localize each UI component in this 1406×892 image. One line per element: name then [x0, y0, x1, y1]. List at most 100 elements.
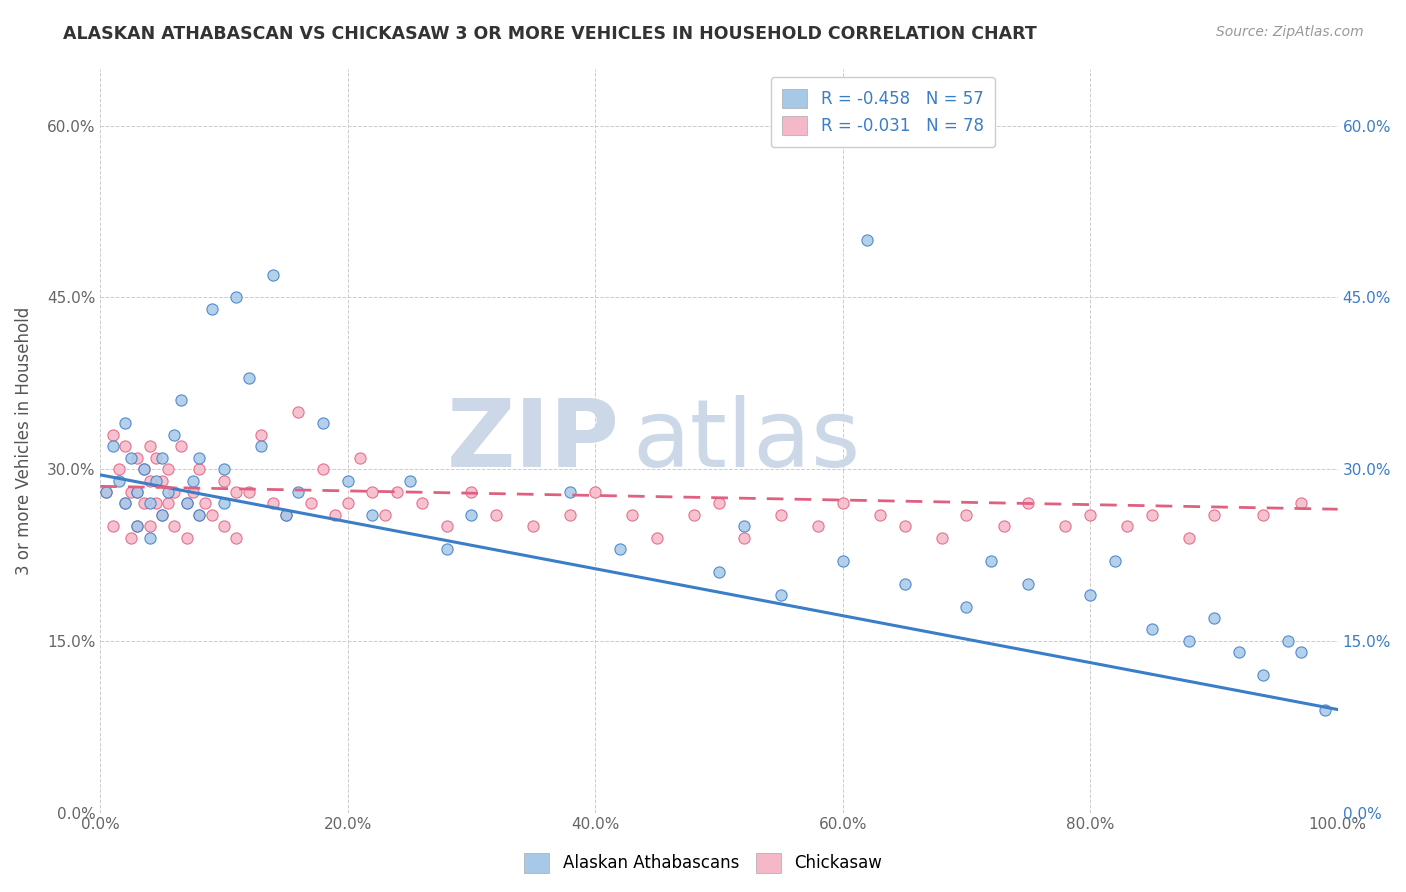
- Point: [1277, 633, 1299, 648]
- Point: [188, 508, 211, 522]
- Point: [127, 485, 149, 500]
- Legend: Alaskan Athabascans, Chickasaw: Alaskan Athabascans, Chickasaw: [517, 847, 889, 880]
- Point: [893, 576, 915, 591]
- Point: [132, 496, 155, 510]
- Point: [150, 450, 173, 465]
- Point: [869, 508, 891, 522]
- Point: [287, 405, 309, 419]
- Point: [139, 496, 162, 510]
- Point: [139, 531, 162, 545]
- Point: [163, 427, 186, 442]
- Point: [188, 462, 211, 476]
- Point: [683, 508, 706, 522]
- Point: [238, 370, 260, 384]
- Point: [336, 474, 359, 488]
- Point: [1289, 496, 1312, 510]
- Point: [127, 450, 149, 465]
- Point: [1140, 623, 1163, 637]
- Point: [263, 496, 285, 510]
- Point: [163, 519, 186, 533]
- Point: [108, 462, 131, 476]
- Point: [1054, 519, 1077, 533]
- Point: [132, 462, 155, 476]
- Point: [127, 485, 149, 500]
- Point: [1178, 633, 1201, 648]
- Point: [194, 496, 217, 510]
- Point: [145, 450, 167, 465]
- Point: [188, 450, 211, 465]
- Point: [312, 462, 335, 476]
- Point: [114, 496, 136, 510]
- Point: [145, 496, 167, 510]
- Point: [212, 474, 235, 488]
- Point: [349, 450, 371, 465]
- Point: [1017, 576, 1039, 591]
- Point: [993, 519, 1015, 533]
- Point: [176, 531, 198, 545]
- Text: atlas: atlas: [633, 394, 860, 486]
- Point: [120, 485, 142, 500]
- Point: [225, 531, 247, 545]
- Point: [485, 508, 508, 522]
- Point: [387, 485, 409, 500]
- Point: [225, 485, 247, 500]
- Point: [931, 531, 953, 545]
- Point: [1253, 508, 1275, 522]
- Point: [1289, 645, 1312, 659]
- Point: [893, 519, 915, 533]
- Point: [980, 554, 1002, 568]
- Point: [145, 474, 167, 488]
- Point: [212, 496, 235, 510]
- Point: [238, 485, 260, 500]
- Point: [831, 496, 853, 510]
- Point: [522, 519, 544, 533]
- Point: [1116, 519, 1139, 533]
- Point: [120, 531, 142, 545]
- Point: [361, 485, 384, 500]
- Point: [263, 268, 285, 282]
- Point: [707, 565, 730, 579]
- Point: [132, 462, 155, 476]
- Point: [114, 417, 136, 431]
- Point: [769, 588, 792, 602]
- Y-axis label: 3 or more Vehicles in Household: 3 or more Vehicles in Household: [15, 307, 32, 574]
- Point: [225, 290, 247, 304]
- Text: ALASKAN ATHABASCAN VS CHICKASAW 3 OR MORE VEHICLES IN HOUSEHOLD CORRELATION CHAR: ALASKAN ATHABASCAN VS CHICKASAW 3 OR MOR…: [63, 25, 1038, 43]
- Point: [460, 508, 482, 522]
- Point: [157, 485, 180, 500]
- Point: [212, 519, 235, 533]
- Point: [336, 496, 359, 510]
- Point: [325, 508, 347, 522]
- Point: [621, 508, 644, 522]
- Point: [101, 439, 124, 453]
- Point: [299, 496, 322, 510]
- Point: [1104, 554, 1126, 568]
- Point: [1017, 496, 1039, 510]
- Point: [96, 485, 118, 500]
- Point: [250, 439, 273, 453]
- Point: [157, 496, 180, 510]
- Point: [101, 519, 124, 533]
- Point: [181, 474, 204, 488]
- Point: [374, 508, 396, 522]
- Point: [139, 439, 162, 453]
- Point: [645, 531, 668, 545]
- Point: [101, 427, 124, 442]
- Point: [127, 519, 149, 533]
- Point: [150, 508, 173, 522]
- Point: [583, 485, 606, 500]
- Point: [436, 542, 458, 557]
- Point: [436, 519, 458, 533]
- Point: [114, 439, 136, 453]
- Point: [181, 485, 204, 500]
- Point: [955, 508, 977, 522]
- Point: [274, 508, 297, 522]
- Point: [1078, 588, 1101, 602]
- Point: [96, 485, 118, 500]
- Point: [212, 462, 235, 476]
- Point: [1315, 702, 1337, 716]
- Point: [460, 485, 482, 500]
- Point: [1140, 508, 1163, 522]
- Point: [733, 519, 755, 533]
- Point: [1202, 508, 1225, 522]
